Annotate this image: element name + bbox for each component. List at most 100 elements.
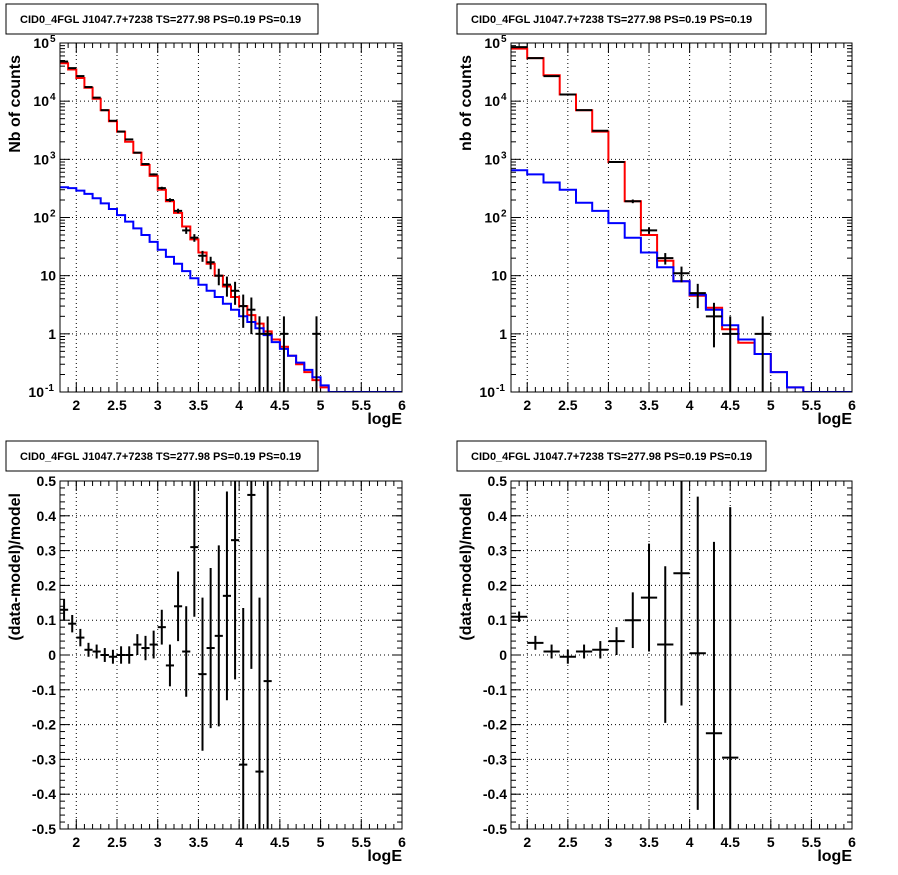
- x-tick-label: 5.5: [352, 397, 372, 413]
- x-tick-label: 6: [398, 834, 406, 850]
- y-tick-label: -0.5: [483, 821, 507, 837]
- y-tick-label: 0.3: [488, 543, 508, 559]
- y-tick-label: 10: [484, 35, 500, 51]
- x-tick-label: 2.5: [558, 397, 578, 413]
- plot-area: [511, 46, 852, 392]
- y-tick-exponent: 2: [501, 209, 507, 220]
- y-tick-label: 0: [48, 647, 56, 663]
- x-tick-label: 5: [317, 834, 325, 850]
- y-tick-label: 10: [33, 210, 49, 226]
- series-red-histogram: [60, 62, 402, 392]
- x-tick-label: 2: [72, 397, 80, 413]
- x-tick-label: 4: [686, 397, 694, 413]
- y-axis-title: Nb of counts: [7, 55, 24, 153]
- y-tick-label: 10: [484, 151, 500, 167]
- x-axis-title: logE: [817, 848, 852, 865]
- y-tick-label: -0.5: [32, 821, 56, 837]
- y-tick-label: 0.4: [37, 508, 57, 524]
- y-tick-label: -0.1: [483, 682, 507, 698]
- plot-frame: [510, 480, 853, 830]
- x-tick-label: 4.5: [270, 834, 290, 850]
- x-tick-label: 4: [235, 834, 243, 850]
- y-tick-exponent: 4: [501, 92, 507, 103]
- x-tick-label: 3.5: [639, 397, 659, 413]
- plot-area: [60, 60, 402, 392]
- plot-frame: [59, 480, 403, 830]
- y-tick-label: -0.4: [483, 786, 507, 802]
- y-tick-exponent: -1: [496, 383, 505, 394]
- x-tick-label: 5: [767, 834, 775, 850]
- y-tick-label: 0.4: [488, 508, 508, 524]
- x-axis-title: logE: [367, 411, 402, 428]
- x-tick-label: 5: [317, 397, 325, 413]
- x-tick-label: 6: [398, 397, 406, 413]
- chart-title-box: [5, 3, 319, 35]
- y-tick-label: 0.1: [37, 612, 57, 628]
- x-tick-label: 2.5: [107, 397, 127, 413]
- plot-area: [60, 481, 272, 829]
- chart-title-box: [456, 440, 767, 472]
- x-tick-label: 2: [523, 397, 531, 413]
- x-tick-label: 4: [235, 397, 243, 413]
- y-tick-exponent: 2: [50, 209, 56, 220]
- chart-title-box: [5, 440, 319, 472]
- y-tick-label: 0.5: [37, 473, 57, 489]
- x-axis-title: logE: [367, 848, 402, 865]
- series-red-histogram: [511, 47, 852, 392]
- chart-panel-3: CID0_4FGL J1047.7+7238 TS=277.98 PS=0.19…: [5, 440, 406, 865]
- x-tick-label: 4.5: [270, 397, 290, 413]
- plot-frame: [510, 42, 853, 393]
- y-tick-label: 1: [499, 326, 507, 342]
- x-tick-label: 2.5: [107, 834, 127, 850]
- y-tick-label: 10: [33, 93, 49, 109]
- x-tick-label: 3.5: [189, 834, 209, 850]
- y-tick-label: 10: [479, 384, 495, 400]
- plot-area: [511, 481, 739, 829]
- x-tick-label: 3: [605, 397, 613, 413]
- x-tick-label: 3: [154, 397, 162, 413]
- x-tick-label: 2: [523, 834, 531, 850]
- y-tick-exponent: 3: [50, 150, 56, 161]
- y-tick-label: 10: [33, 35, 49, 51]
- y-tick-label: 0: [499, 647, 507, 663]
- plot-frame: [59, 42, 403, 393]
- x-tick-label: 4: [686, 834, 694, 850]
- x-tick-label: 4.5: [720, 834, 740, 850]
- y-tick-label: -0.3: [483, 751, 507, 767]
- y-tick-label: -0.1: [32, 682, 56, 698]
- y-tick-label: 0.2: [488, 577, 508, 593]
- y-tick-label: 10: [484, 93, 500, 109]
- x-tick-label: 2: [72, 834, 80, 850]
- chart-title: CID0_4FGL J1047.7+7238 TS=277.98 PS=0.19…: [471, 14, 752, 26]
- x-axis-title: logE: [817, 411, 852, 428]
- x-tick-label: 5.5: [802, 397, 822, 413]
- chart-panel-2: CID0_4FGL J1047.7+7238 TS=277.98 PS=0.19…: [456, 3, 856, 428]
- y-tick-exponent: 4: [50, 92, 56, 103]
- y-tick-label: 0.1: [488, 612, 508, 628]
- y-tick-label: -0.2: [483, 717, 507, 733]
- y-tick-label: -0.2: [32, 717, 56, 733]
- y-tick-label: 10: [33, 151, 49, 167]
- chart-title-box: [456, 3, 767, 35]
- chart-panel-1: CID0_4FGL J1047.7+7238 TS=277.98 PS=0.19…: [5, 3, 406, 428]
- y-tick-exponent: 5: [501, 34, 507, 45]
- chart-panel-4: CID0_4FGL J1047.7+7238 TS=277.98 PS=0.19…: [456, 440, 856, 865]
- y-tick-label: -0.4: [32, 786, 56, 802]
- y-tick-exponent: 5: [50, 34, 56, 45]
- x-tick-label: 3.5: [639, 834, 659, 850]
- x-tick-label: 6: [848, 397, 856, 413]
- x-tick-label: 6: [848, 834, 856, 850]
- y-axis-title: (data-model)/model: [458, 493, 475, 641]
- x-tick-label: 3: [154, 834, 162, 850]
- x-tick-label: 4.5: [720, 397, 740, 413]
- y-tick-label: 10: [40, 268, 56, 284]
- y-tick-label: 10: [28, 384, 44, 400]
- y-tick-label: 1: [48, 326, 56, 342]
- x-tick-label: 3.5: [189, 397, 209, 413]
- x-tick-label: 5: [767, 397, 775, 413]
- y-tick-label: -0.3: [32, 751, 56, 767]
- y-axis-title: (data-model)/model: [7, 493, 24, 641]
- y-tick-label: 0.2: [37, 577, 57, 593]
- x-tick-label: 5.5: [802, 834, 822, 850]
